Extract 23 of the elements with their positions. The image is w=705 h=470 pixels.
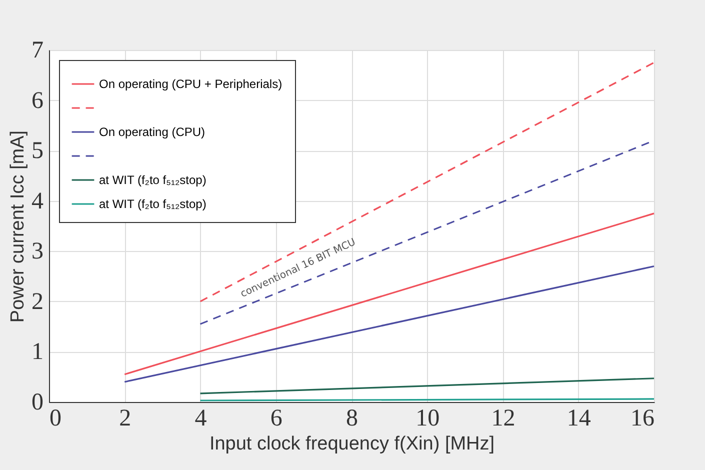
x-tick-label: 12 <box>491 406 516 432</box>
legend-label: On operating (CPU) <box>99 125 206 139</box>
x-tick-label: 8 <box>346 406 358 432</box>
x-tick-label: 2 <box>119 406 132 432</box>
y-axis-title: Power current Icc [mA] <box>8 130 28 323</box>
y-tick-label: 2 <box>32 288 44 315</box>
y-tick-label: 7 <box>32 38 44 64</box>
legend-label: at WIT (f₂to f₅₁₂stop) <box>99 173 206 187</box>
y-tick-label: 4 <box>32 188 44 214</box>
x-tick-label: 10 <box>416 406 440 432</box>
y-tick-label: 1 <box>32 339 44 366</box>
x-tick-label: 6 <box>270 406 282 432</box>
y-tick-label: 5 <box>32 138 44 164</box>
x-tick-label: 14 <box>566 406 591 432</box>
y-tick-label: 3 <box>32 238 44 265</box>
y-tick-label: 6 <box>32 88 44 114</box>
x-tick-label: 4 <box>194 406 207 432</box>
y-tick-label: 0 <box>32 390 44 416</box>
x-tick-label: 0 <box>50 406 62 432</box>
legend-label: at WIT (f₂to f₅₁₂stop) <box>99 197 206 211</box>
x-tick-label: 16 <box>630 406 654 432</box>
x-axis-title: Input clock frequency f(Xin) [MHz] <box>209 434 495 454</box>
legend-label: On operating (CPU + Peripherials) <box>99 77 282 91</box>
